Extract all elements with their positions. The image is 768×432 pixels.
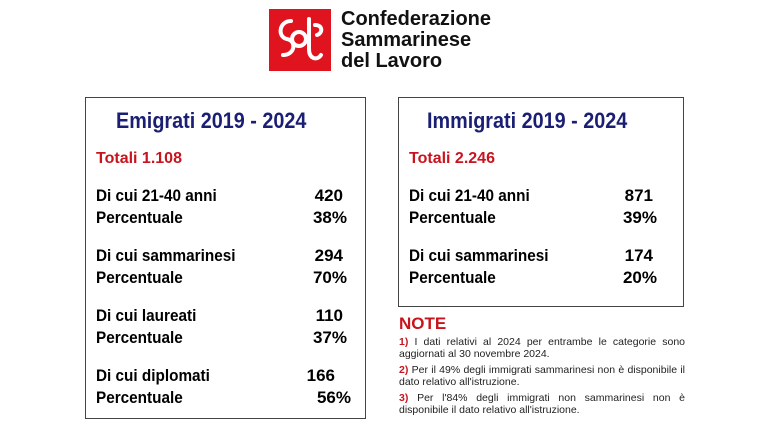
- note-number: 1): [399, 336, 409, 348]
- emigrati-row-value: 294: [314, 246, 343, 265]
- emigrati-row-label: Di cui laureati: [96, 306, 197, 325]
- emigrati-row-value: 166: [306, 366, 335, 385]
- immigrati-row-value: 39%: [622, 208, 657, 227]
- note-number: 3): [399, 392, 409, 404]
- note-text: I dati relativi al 2024 per entrambe le …: [399, 336, 685, 360]
- immigrati-row-value: 174: [624, 246, 653, 265]
- notes-title: NOTE: [399, 314, 447, 333]
- immigrati-row-label: Di cui 21-40 anni: [409, 186, 530, 205]
- emigrati-row-value: 38%: [312, 208, 347, 227]
- emigrati-row-label: Percentuale: [96, 208, 183, 227]
- organization-name-line1: Confederazione: [341, 8, 492, 30]
- note-item: 1) I dati relativi al 2024 per entrambe …: [399, 336, 685, 360]
- organization-name-line3: del Lavoro: [341, 50, 443, 72]
- emigrati-row-label: Percentuale: [96, 328, 183, 347]
- emigrati-row-label: Di cui 21-40 anni: [96, 186, 217, 205]
- organization-name: Confederazione Sammarinese del Lavoro: [341, 9, 491, 72]
- emigrati-row-value: 37%: [312, 328, 347, 347]
- cdls-logo-icon: [269, 9, 331, 71]
- emigrati-totale: Totali 1.108: [96, 150, 182, 167]
- emigrati-row-value: 70%: [312, 268, 347, 287]
- immigrati-row-label: Percentuale: [409, 268, 496, 287]
- emigrati-row-value: 420: [314, 186, 343, 205]
- emigrati-title: Emigrati 2019 - 2024: [116, 108, 307, 133]
- immigrati-row-value: 871: [624, 186, 653, 205]
- emigrati-row-label: Di cui sammarinesi: [96, 246, 236, 265]
- note-text: Per il 49% degli immigrati sammarinesi n…: [399, 364, 686, 388]
- emigrati-row-label: Percentuale: [96, 268, 183, 287]
- immigrati-totale: Totali 2.246: [409, 150, 495, 167]
- immigrati-panel: Immigrati 2019 - 2024 Totali 2.246 Di cu…: [398, 97, 684, 307]
- emigrati-row-value: 110: [315, 306, 343, 325]
- immigrati-row-label: Di cui sammarinesi: [409, 246, 549, 265]
- note-number: 2): [399, 364, 409, 376]
- immigrati-row-label: Percentuale: [409, 208, 496, 227]
- emigrati-row-label: Percentuale: [96, 388, 183, 407]
- immigrati-row-value: 20%: [622, 268, 657, 287]
- note-item: 2) Per il 49% degli immigrati sammarines…: [399, 364, 685, 388]
- emigrati-panel: Emigrati 2019 - 2024 Totali 1.108 Di cui…: [85, 97, 366, 419]
- organization-name-line2: Sammarinese: [341, 29, 472, 51]
- emigrati-row-value: 56%: [316, 388, 351, 407]
- note-text: Per l'84% degli immigrati non sammarines…: [399, 392, 685, 416]
- note-item: 3) Per l'84% degli immigrati non sammari…: [399, 392, 685, 416]
- immigrati-title: Immigrati 2019 - 2024: [427, 108, 628, 133]
- emigrati-row-label: Di cui diplomati: [96, 366, 210, 385]
